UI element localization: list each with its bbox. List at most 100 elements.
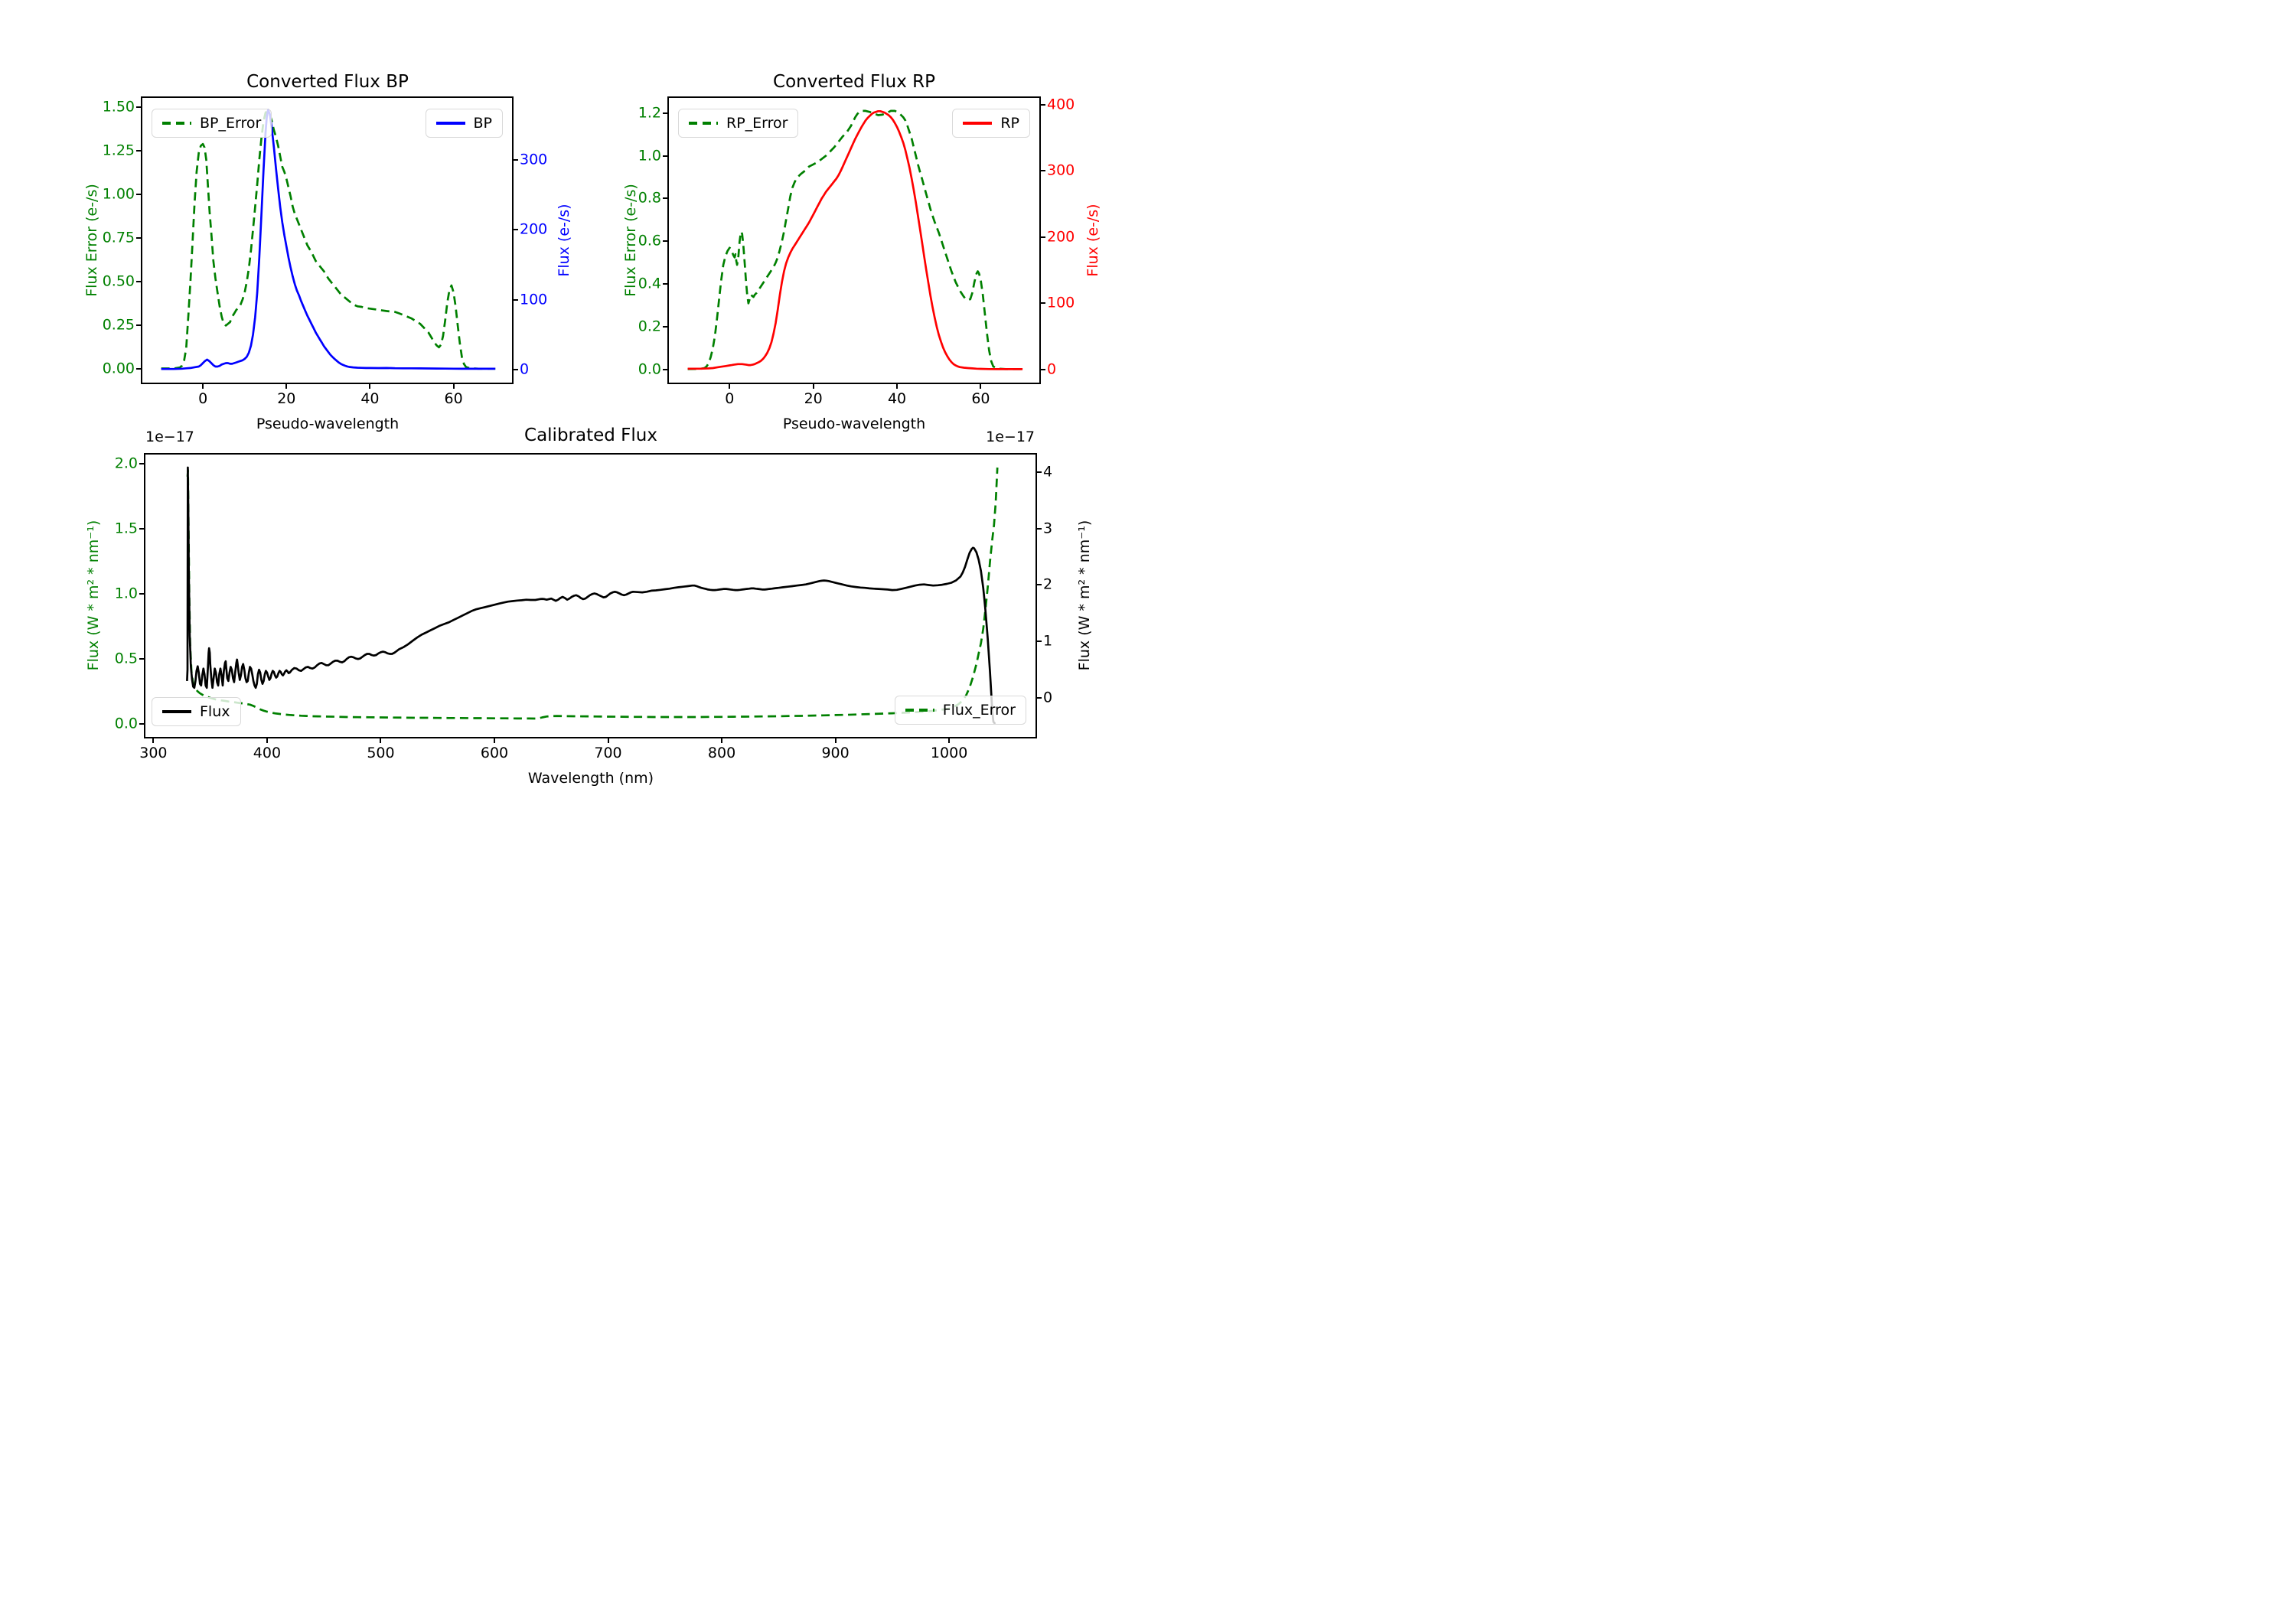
y-tick-mark-right xyxy=(512,368,518,370)
x-tick-mark xyxy=(948,737,951,743)
y-tick-label-left: 0.6 xyxy=(638,232,661,249)
y-axis-label-rp-flux: Flux (e-/s) xyxy=(1084,204,1101,277)
series-BP_Error xyxy=(161,109,496,370)
y-axis-label-bp-error: Flux Error (e-/s) xyxy=(83,184,100,297)
y-tick-mark-right xyxy=(1039,170,1045,172)
axes-calibrated-flux: Flux Flux_Error 300 400 500 600 700 800 900 100… xyxy=(115,453,1052,761)
figure: Converted Flux BP Converted Flux RP Cali… xyxy=(0,0,1148,804)
y-tick-label-left: 0.8 xyxy=(638,189,661,207)
y-axis-offset-label-right: 1e−17 xyxy=(986,429,1035,445)
y-tick-mark-left xyxy=(136,324,142,327)
y-tick-mark-right xyxy=(1035,471,1042,473)
x-tick-mark xyxy=(266,737,268,743)
axes-converted-flux-bp: BP_Error BP 0 20 40 60 0.00 0.25 0.50 0.75 1.00 1… xyxy=(103,96,547,406)
y-axis-label-cal-flux-right: Flux (W * m² * nm⁻¹) xyxy=(1076,520,1093,671)
y-tick-mark-left xyxy=(139,527,145,530)
x-tick-label: 40 xyxy=(887,390,907,407)
y-tick-label-left: 1.25 xyxy=(102,142,135,159)
y-tick-label-left: 0.2 xyxy=(638,318,661,335)
y-axis-label-rp-error: Flux Error (e-/s) xyxy=(622,184,639,297)
y-tick-label-right: 1 xyxy=(1043,632,1053,650)
x-tick-label: 0 xyxy=(725,390,735,407)
y-tick-mark-left xyxy=(136,368,142,370)
x-tick-mark xyxy=(152,737,155,743)
y-tick-mark-right xyxy=(1039,302,1045,305)
x-tick-mark xyxy=(980,383,982,389)
y-tick-label-left: 0.75 xyxy=(102,229,135,246)
legend-line-sample-green-dashed xyxy=(905,709,934,712)
x-tick-label: 700 xyxy=(594,745,622,761)
legend-label-flux-error: Flux_Error xyxy=(942,702,1016,719)
y-axis-label-bp-flux: Flux (e-/s) xyxy=(556,204,572,277)
x-tick-mark xyxy=(452,383,455,389)
y-tick-mark-left xyxy=(136,194,142,196)
legend-line-sample-green-dashed xyxy=(162,122,191,125)
x-tick-mark xyxy=(493,737,495,743)
y-tick-label-right: 3 xyxy=(1043,520,1053,537)
y-tick-label-left: 1.50 xyxy=(102,98,135,116)
y-axis-label-cal-flux-left: Flux (W * m² * nm⁻¹) xyxy=(85,520,102,671)
y-axis-offset-label-left: 1e−17 xyxy=(145,429,194,445)
y-tick-label-right: 0 xyxy=(1043,689,1053,706)
y-tick-label-left: 2.0 xyxy=(114,455,138,472)
y-tick-label-left: 0.0 xyxy=(638,360,661,378)
legend-line-sample-black-solid xyxy=(162,710,191,713)
legend-rp: RP xyxy=(952,109,1030,138)
legend-label-rp: RP xyxy=(1000,115,1019,132)
x-tick-mark xyxy=(607,737,609,743)
series-Flux xyxy=(186,466,996,725)
y-tick-mark-left xyxy=(663,240,669,243)
x-tick-mark xyxy=(369,383,371,389)
y-tick-label-left: 0.25 xyxy=(102,316,135,334)
x-axis-label-cal: Wavelength (nm) xyxy=(527,770,654,787)
x-tick-mark xyxy=(721,737,723,743)
x-tick-label: 60 xyxy=(971,390,990,407)
y-tick-mark-right xyxy=(1039,236,1045,238)
plot-title-converted-flux-rp: Converted Flux RP xyxy=(773,72,935,92)
y-tick-mark-right xyxy=(512,159,518,161)
x-tick-mark xyxy=(285,383,288,389)
y-tick-label-left: 0.4 xyxy=(638,275,661,292)
x-tick-label: 600 xyxy=(480,745,509,761)
x-tick-label: 40 xyxy=(360,390,380,407)
y-tick-label-right: 100 xyxy=(520,291,548,308)
legend-label-bp-error: BP_Error xyxy=(200,115,262,132)
y-tick-label-left: 0.00 xyxy=(102,360,135,377)
legend-label-flux: Flux xyxy=(200,703,230,720)
x-tick-mark xyxy=(380,737,382,743)
y-tick-label-left: 1.00 xyxy=(102,185,135,203)
y-tick-mark-left xyxy=(136,150,142,152)
y-tick-label-right: 2 xyxy=(1043,575,1053,593)
y-tick-label-left: 1.5 xyxy=(114,520,138,537)
y-tick-mark-right xyxy=(512,229,518,231)
y-tick-label-right: 200 xyxy=(520,220,548,238)
y-tick-label-right: 4 xyxy=(1043,463,1053,481)
y-tick-mark-left xyxy=(139,462,145,464)
legend-line-sample-blue-solid xyxy=(435,122,465,125)
x-tick-label: 900 xyxy=(821,745,850,761)
y-tick-mark-right xyxy=(1035,584,1042,586)
y-tick-mark-left xyxy=(663,155,669,157)
plot-canvas-bp xyxy=(161,109,496,370)
y-tick-mark-right xyxy=(1039,368,1045,370)
y-tick-mark-right xyxy=(1035,527,1042,530)
series-RP xyxy=(687,109,1023,370)
y-tick-mark-right xyxy=(512,298,518,301)
x-tick-label: 1000 xyxy=(930,745,968,761)
legend-flux-error: Flux_Error xyxy=(894,696,1026,725)
y-tick-label-left: 0.0 xyxy=(114,715,138,732)
y-tick-label-right: 0 xyxy=(1047,360,1057,378)
x-tick-mark xyxy=(729,383,731,389)
legend-rp-error: RP_Error xyxy=(678,109,799,138)
y-tick-mark-left xyxy=(663,112,669,114)
x-tick-label: 0 xyxy=(198,390,208,407)
y-tick-mark-left xyxy=(139,657,145,660)
y-tick-mark-right xyxy=(1035,641,1042,643)
x-tick-mark xyxy=(812,383,814,389)
axes-converted-flux-rp: RP_Error RP 0 20 40 60 0.0 0.2 0.4 0.6 0.8 1.0 1.2… xyxy=(638,96,1075,406)
x-axis-label-rp: Pseudo-wavelength xyxy=(782,416,926,432)
plot-canvas-rp xyxy=(687,109,1023,370)
y-tick-mark-left xyxy=(139,722,145,725)
x-axis-label-bp: Pseudo-wavelength xyxy=(256,416,400,432)
y-tick-label-left: 1.2 xyxy=(638,104,661,122)
